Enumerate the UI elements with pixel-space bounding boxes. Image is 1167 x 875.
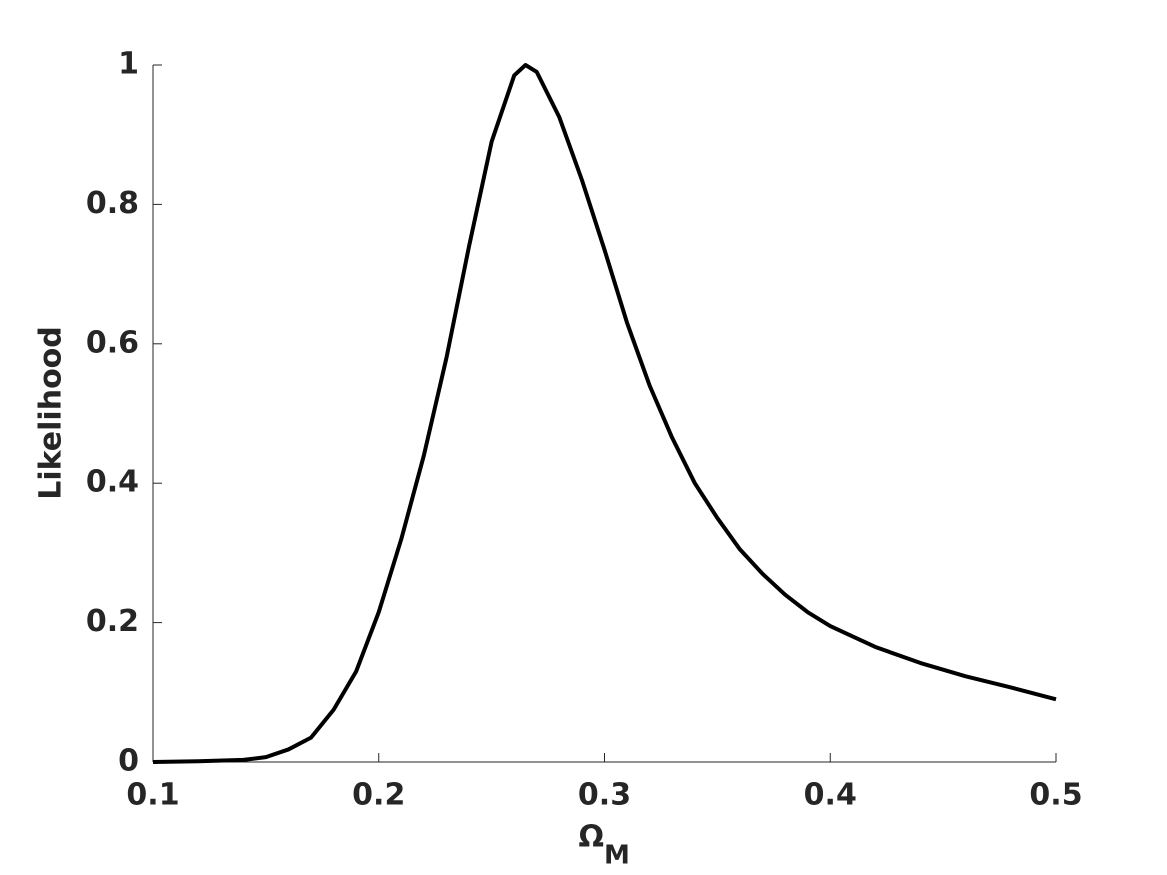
line [152,63,1057,764]
y-tick-label: 0 [118,744,139,779]
y-tick-label: 0.4 [86,465,139,500]
y-tick-label: 0.2 [86,604,139,639]
x-tick-label: 0.1 [126,778,179,813]
x-axis-label: Ω [578,820,604,855]
y-axis-label: Likelihood [34,326,69,500]
x-tick-label: 0.4 [804,778,857,813]
x-tick-label: 0.5 [1029,778,1082,813]
y-tick-label: 1 [118,47,139,82]
y-tick-label: 0.6 [86,325,139,360]
x-tick-label: 0.3 [578,778,631,813]
x-axis-label-subscript: M [604,841,630,871]
x-tick-label: 0.2 [352,778,405,813]
y-tick-label: 0.8 [86,186,139,221]
